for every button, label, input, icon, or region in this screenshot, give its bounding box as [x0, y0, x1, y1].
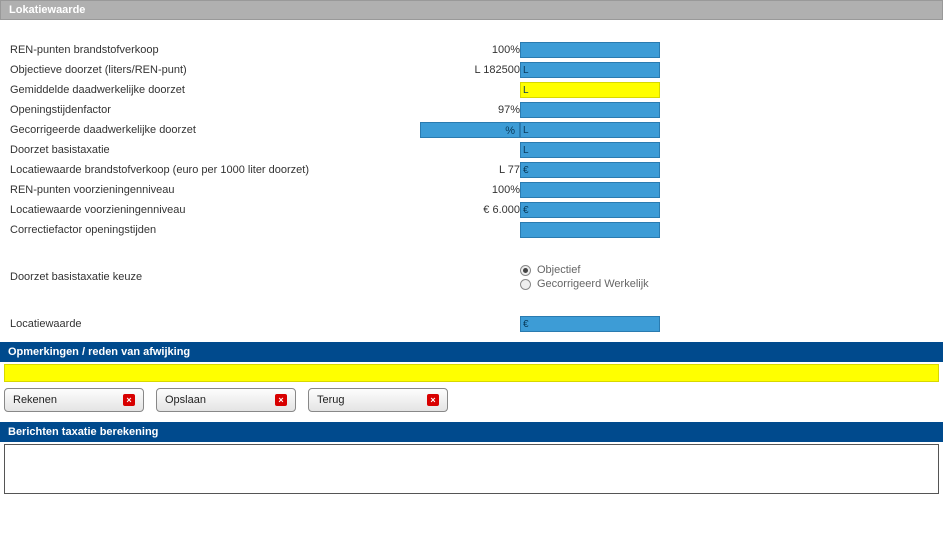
readonly-field: L [520, 142, 660, 158]
row-value: % [310, 120, 520, 140]
row-field-cell [520, 100, 680, 120]
opslaan-button-label: Opslaan [165, 394, 206, 406]
form-row: Locatiewaarde brandstofverkoop (euro per… [10, 160, 933, 180]
form-row: Openingstijdenfactor97% [10, 100, 933, 120]
row-field-cell: L [520, 140, 680, 160]
radio-label: Objectief [537, 264, 580, 276]
opslaan-button[interactable]: Opslaan × [156, 388, 296, 412]
form-row: Locatiewaarde € [10, 314, 933, 334]
row-field-cell [520, 180, 680, 200]
radio-icon [520, 279, 531, 290]
row-label: Gemiddelde daadwerkelijke doorzet [10, 80, 310, 100]
row-field-cell: € [520, 160, 680, 180]
readonly-field: € [520, 202, 660, 218]
choice-row: Doorzet basistaxatie keuze Objectief Gecor… [10, 260, 933, 294]
close-icon: × [427, 394, 439, 406]
form-row: Correctiefactor openingstijden [10, 220, 933, 240]
radio-option[interactable]: Gecorrigeerd Werkelijk [520, 278, 933, 290]
readonly-field: L [520, 122, 660, 138]
readonly-field: L [520, 62, 660, 78]
value-highlight: % [420, 122, 520, 138]
form-row: REN-punten brandstofverkoop100% [10, 40, 933, 60]
row-value: € 6.000 [310, 200, 520, 220]
row-value: 97% [310, 100, 520, 120]
row-label: Openingstijdenfactor [10, 100, 310, 120]
radio-icon [520, 265, 531, 276]
rekenen-button[interactable]: Rekenen × [4, 388, 144, 412]
row-label: REN-punten brandstofverkoop [10, 40, 310, 60]
readonly-field: € [520, 316, 660, 332]
form-row: Objectieve doorzet (liters/REN-punt)L 18… [10, 60, 933, 80]
row-field-cell: € [520, 200, 680, 220]
row-label: Locatiewaarde brandstofverkoop (euro per… [10, 160, 310, 180]
row-label: Locatiewaarde [10, 314, 310, 334]
radio-label: Gecorrigeerd Werkelijk [537, 278, 649, 290]
close-icon: × [123, 394, 135, 406]
editable-field[interactable]: L [520, 82, 660, 98]
lokatiewaarde-content: REN-punten brandstofverkoop100%Objectiev… [0, 20, 943, 342]
row-value: L 77 [310, 160, 520, 180]
section-header-opmerkingen: Opmerkingen / reden van afwijking [0, 342, 943, 362]
row-value: L 182500 [310, 60, 520, 80]
form-row: Gemiddelde daadwerkelijke doorzet L [10, 80, 933, 100]
row-label: Doorzet basistaxatie [10, 140, 310, 160]
row-field-cell: L [520, 120, 680, 140]
berichten-textarea[interactable] [4, 444, 939, 494]
form-row: Doorzet basistaxatie L [10, 140, 933, 160]
row-field-cell: L [520, 80, 680, 100]
row-label: Objectieve doorzet (liters/REN-punt) [10, 60, 310, 80]
row-label: Locatiewaarde voorzieningenniveau [10, 200, 310, 220]
radio-option[interactable]: Objectief [520, 264, 933, 276]
row-value [310, 80, 520, 100]
row-field-cell [520, 220, 680, 240]
terug-button-label: Terug [317, 394, 345, 406]
close-icon: × [275, 394, 287, 406]
row-label: Correctiefactor openingstijden [10, 220, 310, 240]
row-label: Gecorrigeerde daadwerkelijke doorzet [10, 120, 310, 140]
readonly-field [520, 102, 660, 118]
readonly-field [520, 222, 660, 238]
row-value [310, 220, 520, 240]
row-value: 100% [310, 180, 520, 200]
button-row: Rekenen × Opslaan × Terug × [0, 388, 943, 422]
section-header-berichten: Berichten taxatie berekening [0, 422, 943, 442]
terug-button[interactable]: Terug × [308, 388, 448, 412]
row-field-cell [520, 40, 680, 60]
opmerkingen-input[interactable] [4, 364, 939, 382]
rekenen-button-label: Rekenen [13, 394, 57, 406]
readonly-field [520, 182, 660, 198]
choice-label: Doorzet basistaxatie keuze [10, 260, 310, 294]
form-row: Locatiewaarde voorzieningenniveau€ 6.000… [10, 200, 933, 220]
row-value [310, 140, 520, 160]
form-row: REN-punten voorzieningenniveau100% [10, 180, 933, 200]
readonly-field: € [520, 162, 660, 178]
row-value: 100% [310, 40, 520, 60]
row-field-cell: L [520, 60, 680, 80]
row-label: REN-punten voorzieningenniveau [10, 180, 310, 200]
section-header-lokatiewaarde: Lokatiewaarde [0, 0, 943, 20]
form-table: REN-punten brandstofverkoop100%Objectiev… [10, 40, 933, 334]
form-row: Gecorrigeerde daadwerkelijke doorzet%L [10, 120, 933, 140]
readonly-field [520, 42, 660, 58]
